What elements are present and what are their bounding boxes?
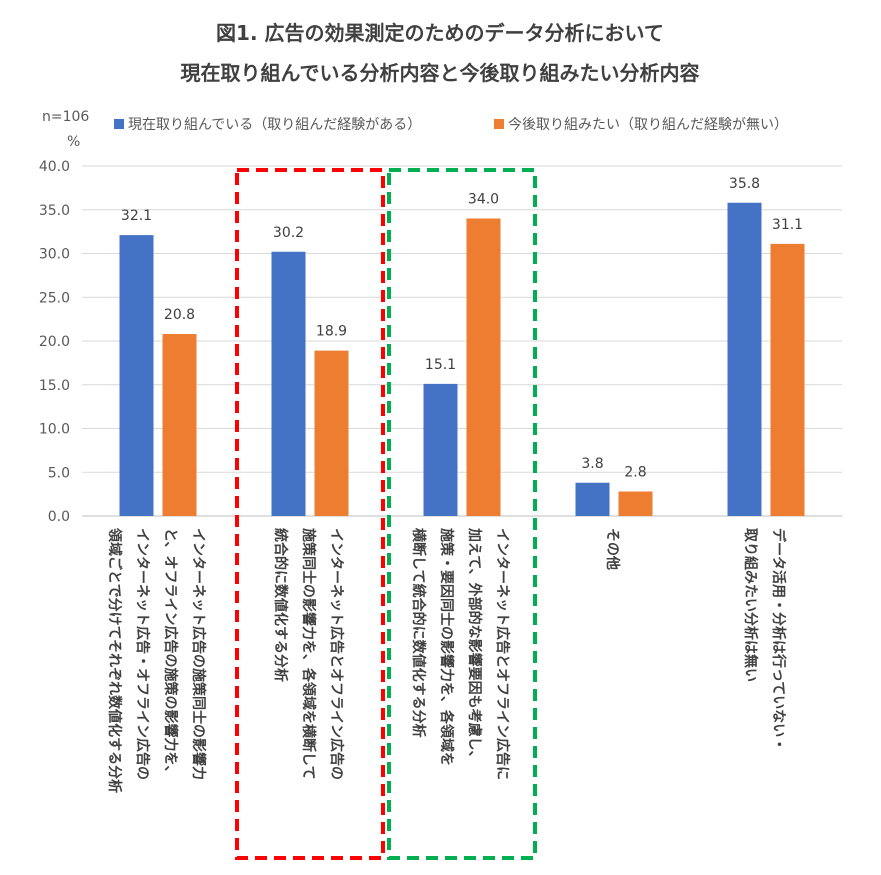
category-label: 領域ごとで分けてそれぞれ数値化する分析 bbox=[106, 528, 123, 793]
data-label: 31.1 bbox=[772, 217, 803, 233]
legend: 現在取り組んでいる（取り組んだ経験がある） 今後取り組みたい（取り組んだ経験が無… bbox=[114, 117, 788, 133]
category-label: インターネット広告とオフライン広告の bbox=[328, 528, 345, 780]
y-tick-label: 35.0 bbox=[39, 203, 70, 219]
y-tick-label: 10.0 bbox=[39, 422, 70, 438]
data-label: 30.2 bbox=[273, 225, 304, 241]
y-tick-label: 30.0 bbox=[39, 247, 70, 263]
sample-size-label: n=106 bbox=[42, 109, 89, 125]
y-tick-label: 40.0 bbox=[39, 159, 70, 175]
bars bbox=[119, 202, 805, 516]
bar bbox=[423, 383, 458, 516]
bar bbox=[271, 251, 306, 516]
bar bbox=[727, 202, 762, 516]
y-tick-label: 0.0 bbox=[48, 509, 70, 525]
data-label: 35.8 bbox=[729, 176, 760, 192]
legend-swatch-current bbox=[114, 119, 124, 129]
bar bbox=[314, 350, 349, 516]
y-tick-label: 20.0 bbox=[39, 334, 70, 350]
category-label: と、オフライン広告の施策の影響力を、 bbox=[162, 528, 179, 779]
category-label: その他 bbox=[604, 528, 621, 570]
bar bbox=[466, 218, 501, 516]
y-axis: 0.0 5.0 10.0 15.0 20.0 25.0 30.0 35.0 40.0 bbox=[39, 159, 70, 525]
category-label: インターネット広告の施策同士の影響力 bbox=[190, 528, 207, 780]
bar bbox=[575, 482, 610, 516]
bar bbox=[618, 491, 653, 516]
category-label: 取り組みたい分析は無い bbox=[742, 528, 759, 682]
bar bbox=[119, 235, 154, 516]
category-label: インターネット広告とオフライン広告に bbox=[494, 528, 511, 780]
data-label: 3.8 bbox=[581, 456, 603, 472]
data-label: 18.9 bbox=[316, 324, 347, 340]
category-label: 統合的に数値化する分析 bbox=[272, 528, 289, 682]
category-labels: インターネット広告の施策同士の影響力と、オフライン広告の施策の影響力を、インター… bbox=[106, 527, 787, 793]
legend-label-current: 現在取り組んでいる（取り組んだ経験がある） bbox=[128, 117, 421, 133]
legend-swatch-future bbox=[494, 119, 504, 129]
data-label: 15.1 bbox=[425, 357, 456, 373]
category-label: 施策同士の影響力を、各領域を横断して bbox=[300, 528, 317, 780]
data-labels: 32.1 30.2 15.1 3.8 35.8 20.8 18.9 34.0 2.8 31.1 bbox=[121, 176, 803, 481]
data-label: 34.0 bbox=[468, 192, 499, 208]
chart-title-line-1: 図1. 広告の効果測定のためのデータ分析において bbox=[216, 21, 664, 45]
bar bbox=[770, 243, 805, 516]
highlight-box bbox=[387, 168, 537, 860]
data-label: 2.8 bbox=[624, 465, 646, 481]
category-label: 施策・要因同士の影響力を、各領域を bbox=[438, 528, 455, 766]
gridlines bbox=[82, 165, 842, 517]
category-label: 加えて、外部的な影響要因も考慮し、 bbox=[466, 527, 483, 765]
chart-title-line-2: 現在取り組んでいる分析内容と今後取り組みたい分析内容 bbox=[181, 61, 700, 85]
y-tick-label: 5.0 bbox=[48, 465, 70, 481]
category-label: インターネット広告・オフライン広告の bbox=[134, 528, 151, 780]
legend-label-future: 今後取り組みたい（取り組んだ経験が無い） bbox=[508, 117, 788, 133]
category-label: データ活用・分析は行っていない・ bbox=[770, 528, 787, 751]
bar bbox=[162, 334, 197, 516]
data-label: 32.1 bbox=[121, 208, 152, 224]
data-label: 20.8 bbox=[164, 307, 195, 323]
y-tick-label: 25.0 bbox=[39, 290, 70, 306]
y-tick-label: 15.0 bbox=[39, 378, 70, 394]
category-label: 横断して統合的に数値化する分析 bbox=[410, 528, 427, 738]
unit-label: % bbox=[67, 134, 80, 150]
